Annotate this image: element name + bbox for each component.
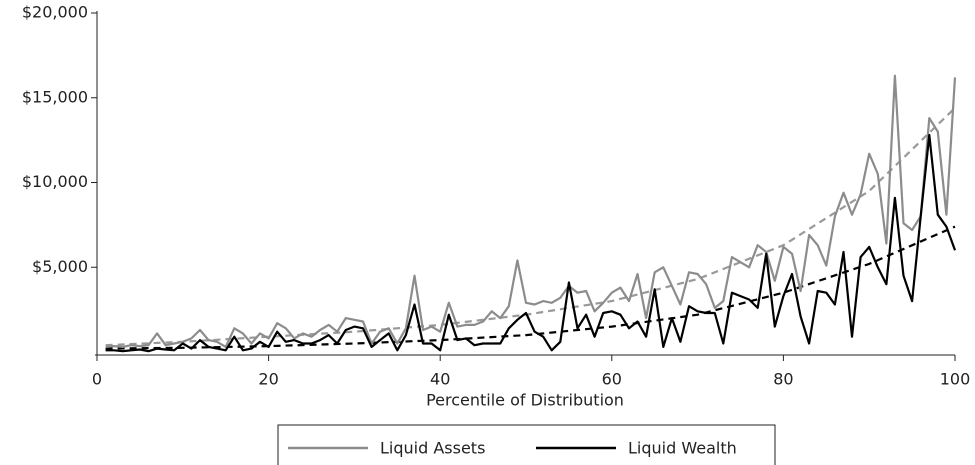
x-tick-label: 80 bbox=[773, 370, 793, 389]
x-tick-label: 20 bbox=[258, 370, 278, 389]
x-tick-label: 60 bbox=[602, 370, 622, 389]
legend-label: Liquid Wealth bbox=[628, 439, 737, 458]
legend-label: Liquid Assets bbox=[380, 439, 485, 458]
x-tick-label: 0 bbox=[92, 370, 102, 389]
line bbox=[105, 133, 957, 353]
y-tick-label: $20,000 bbox=[22, 3, 88, 22]
y-tick-label: $10,000 bbox=[22, 172, 88, 191]
x-axis-label: Percentile of Distribution bbox=[426, 391, 624, 410]
x-tick-label: 40 bbox=[430, 370, 450, 389]
legend-box bbox=[277, 424, 776, 465]
y-tick-label: $15,000 bbox=[22, 87, 88, 106]
x-tick-label: 100 bbox=[940, 370, 971, 389]
y-tick-label: $5,000 bbox=[32, 257, 88, 276]
trend-line bbox=[105, 107, 956, 347]
line bbox=[105, 74, 957, 348]
